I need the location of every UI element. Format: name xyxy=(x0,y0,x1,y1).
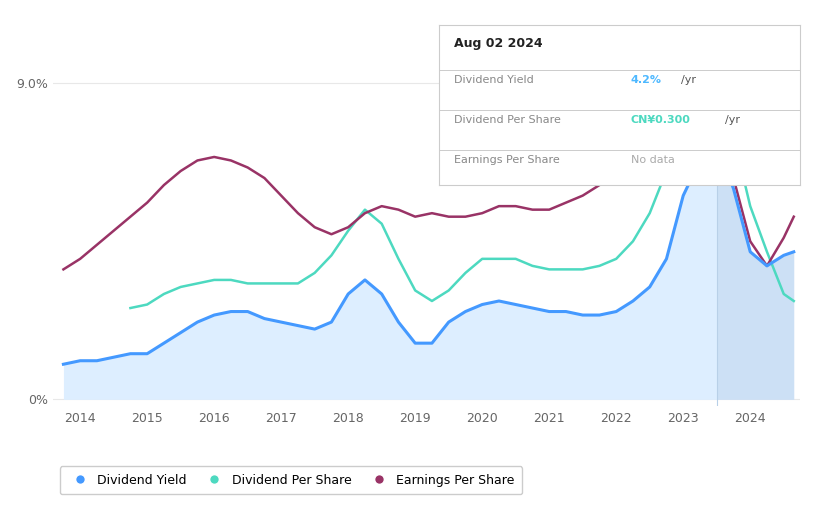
Text: 4.2%: 4.2% xyxy=(631,75,662,85)
Text: Aug 02 2024: Aug 02 2024 xyxy=(454,37,543,50)
Text: Dividend Yield: Dividend Yield xyxy=(454,75,534,85)
Text: Dividend Per Share: Dividend Per Share xyxy=(454,115,561,125)
Text: Past: Past xyxy=(721,80,745,93)
Text: Earnings Per Share: Earnings Per Share xyxy=(454,155,559,165)
Text: CN¥0.300: CN¥0.300 xyxy=(631,115,690,125)
Legend: Dividend Yield, Dividend Per Share, Earnings Per Share: Dividend Yield, Dividend Per Share, Earn… xyxy=(60,466,522,494)
Text: /yr: /yr xyxy=(681,75,696,85)
Text: No data: No data xyxy=(631,155,675,165)
Text: /yr: /yr xyxy=(725,115,740,125)
